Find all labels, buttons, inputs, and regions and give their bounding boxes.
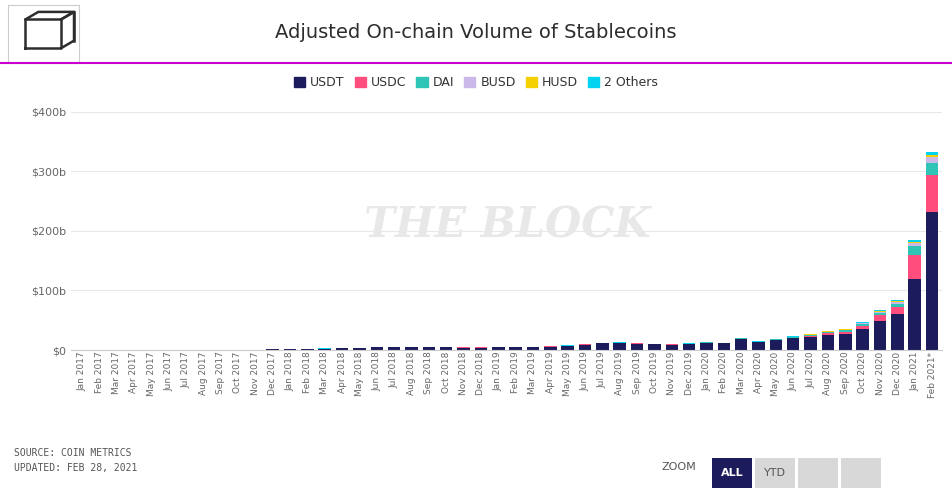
Bar (804, 334, 817, 336)
Bar (406, 347, 418, 350)
Bar (926, 175, 939, 212)
Bar (353, 348, 366, 350)
Bar (908, 246, 921, 255)
Bar (908, 243, 921, 246)
Bar (857, 322, 869, 323)
Bar (718, 344, 730, 350)
Bar (891, 307, 903, 314)
Bar (475, 348, 487, 350)
Bar (492, 348, 505, 350)
Bar (822, 335, 834, 350)
Bar (545, 346, 557, 350)
Bar (891, 314, 903, 350)
Bar (701, 343, 713, 350)
Bar (631, 344, 644, 350)
Bar (874, 316, 886, 322)
Bar (301, 349, 313, 350)
Bar (387, 346, 401, 350)
Text: Adjusted On-chain Volume of Stablecoins: Adjusted On-chain Volume of Stablecoins (275, 22, 677, 42)
Bar (839, 328, 851, 329)
Bar (857, 329, 869, 350)
Text: ALL: ALL (721, 468, 744, 477)
Bar (839, 330, 851, 332)
Bar (874, 312, 886, 316)
Text: YTD: YTD (764, 468, 786, 477)
Bar (284, 349, 296, 350)
Bar (370, 347, 383, 350)
Bar (562, 346, 574, 350)
Bar (665, 344, 678, 350)
Bar (926, 212, 939, 350)
Bar (822, 332, 834, 334)
Bar (839, 332, 851, 334)
Bar (926, 157, 939, 163)
Bar (440, 347, 452, 350)
Bar (509, 348, 522, 350)
Bar (857, 326, 869, 329)
Bar (526, 347, 539, 350)
Bar (648, 344, 661, 350)
Bar (926, 163, 939, 175)
Bar (839, 334, 851, 350)
Bar (908, 240, 921, 242)
Bar (857, 324, 869, 326)
Bar (596, 344, 608, 350)
Bar (891, 304, 903, 307)
Bar (822, 331, 834, 332)
Bar (874, 310, 886, 312)
Bar (735, 340, 747, 350)
Bar (735, 338, 747, 340)
Legend: USDT, USDC, DAI, BUSD, HUSD, 2 Others: USDT, USDC, DAI, BUSD, HUSD, 2 Others (288, 71, 664, 94)
Bar (908, 242, 921, 243)
Bar (579, 344, 591, 350)
Bar (908, 255, 921, 278)
Text: SOURCE: COIN METRICS
UPDATED: FEB 28, 2021: SOURCE: COIN METRICS UPDATED: FEB 28, 20… (14, 448, 138, 472)
Bar (787, 337, 800, 338)
Bar (926, 156, 939, 157)
Bar (874, 322, 886, 350)
Bar (769, 340, 783, 350)
Bar (457, 348, 469, 350)
Text: ZOOM: ZOOM (662, 462, 697, 472)
Bar (908, 278, 921, 350)
Bar (423, 348, 435, 350)
Bar (926, 152, 939, 156)
Bar (822, 334, 834, 335)
Bar (319, 348, 331, 350)
Bar (683, 344, 695, 350)
Bar (752, 342, 764, 350)
Text: THE BLOCK: THE BLOCK (364, 204, 650, 246)
Bar (891, 302, 903, 304)
Bar (613, 343, 626, 350)
Bar (804, 336, 817, 337)
Bar (891, 300, 903, 302)
Bar (787, 338, 800, 350)
Bar (336, 348, 348, 350)
Bar (804, 337, 817, 350)
